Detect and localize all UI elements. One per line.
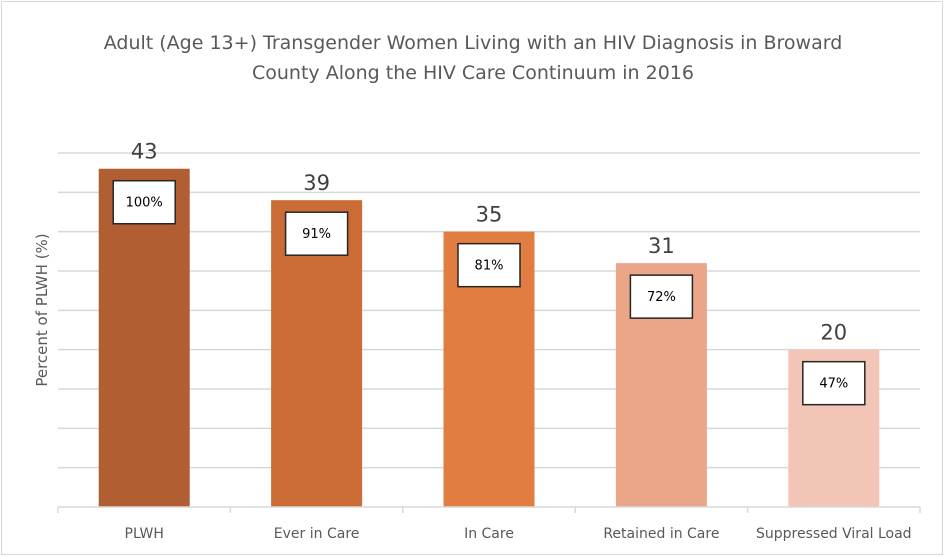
percent-label: 47% [819,377,848,392]
percent-label-box [457,242,521,288]
percent-label: 81% [475,259,504,274]
category-label: Ever in Care [274,526,360,542]
percent-label: 72% [647,290,676,305]
percent-label: 91% [302,227,331,242]
value-label: 43 [131,140,158,164]
bar-0 [98,168,190,507]
percent-label-box [112,179,176,225]
category-label: Retained in Care [603,526,719,542]
value-label: 39 [303,171,330,195]
chart-title: Adult (Age 13+) Transgender Women Living… [0,28,946,88]
category-label: PLWH [125,526,164,542]
category-label: In Care [464,526,514,542]
value-label: 35 [476,203,503,227]
percent-label-box [629,274,694,319]
value-label: 20 [820,321,847,345]
category-label: Suppressed Viral Load [756,526,912,542]
title-line-1: Adult (Age 13+) Transgender Women Living… [103,32,843,54]
value-label: 31 [648,234,675,258]
percent-label-box [284,211,349,256]
percent-label: 100% [126,196,163,211]
percent-label-box [802,360,866,406]
title-line-2: County Along the HIV Care Continuum in 2… [252,62,694,84]
